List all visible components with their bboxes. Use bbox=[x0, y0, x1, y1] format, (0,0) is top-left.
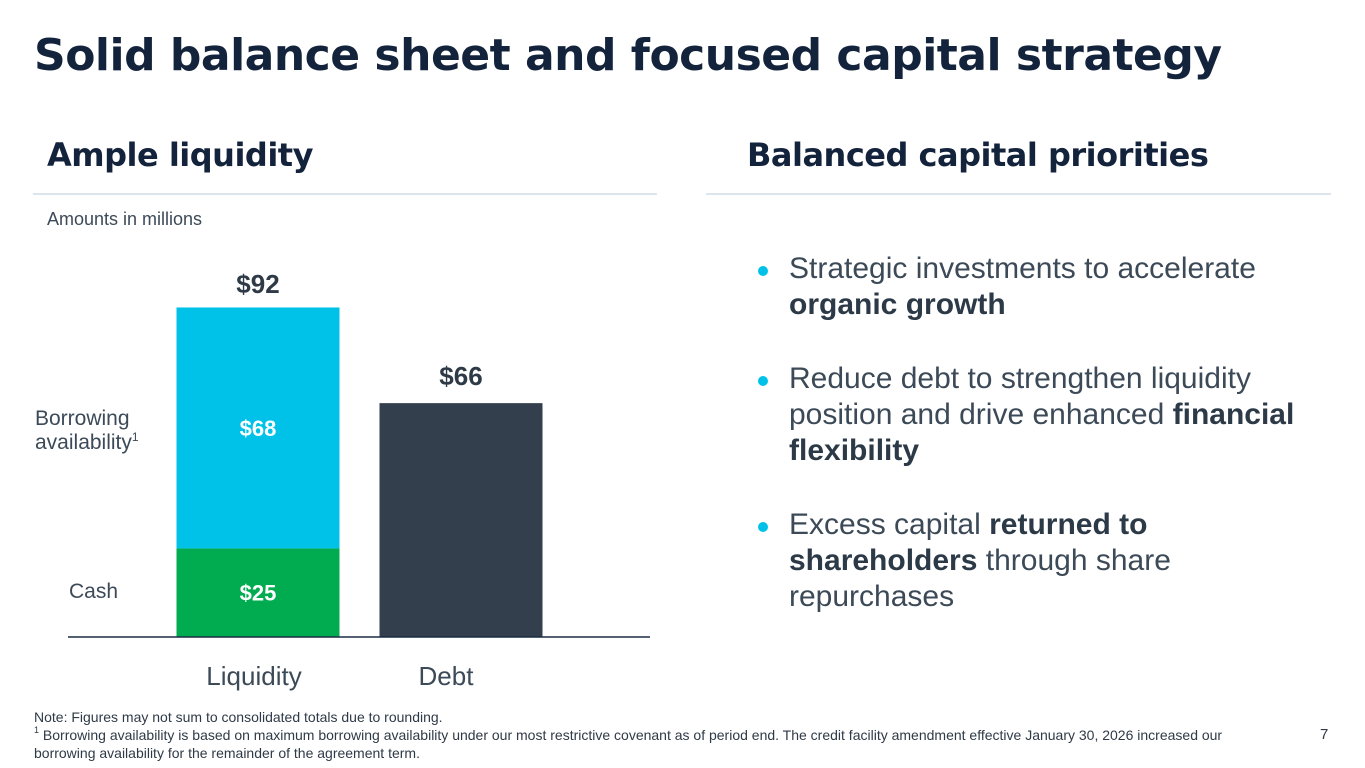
bullet-text: Excess capital bbox=[789, 508, 990, 541]
bullet-text: Strategic investments to accelerate bbox=[789, 252, 1256, 285]
footnote-text: Borrowing availability is based on maxim… bbox=[34, 727, 1223, 761]
bar-cash-liquidity bbox=[176, 548, 340, 637]
total-label-debt: $66 bbox=[439, 361, 482, 391]
bullet-dot-icon bbox=[758, 522, 768, 532]
category-label-debt: Debt bbox=[419, 661, 475, 691]
data-label-cash: $25 bbox=[240, 581, 277, 606]
category-label-liquidity: Liquidity bbox=[206, 661, 301, 691]
bar-debt-debt bbox=[379, 403, 543, 637]
bar-borrowing-liquidity bbox=[176, 307, 340, 549]
units-note: Amounts in millions bbox=[47, 209, 203, 229]
capital-priorities-heading: Balanced capital priorities bbox=[747, 136, 1209, 174]
label-group: $25 $68 $92 Liquidity $66 Debt bbox=[206, 269, 482, 691]
borrowing-footnote: 1 Borrowing availability is based on max… bbox=[34, 726, 1284, 762]
liquidity-heading: Ample liquidity bbox=[47, 136, 313, 174]
borrowing-label-line2: availability bbox=[35, 431, 132, 454]
bullet-dot-icon bbox=[758, 266, 768, 276]
list-item: Excess capital returned to shareholders … bbox=[756, 507, 1336, 615]
footnote-marker: 1 bbox=[131, 430, 139, 444]
bullet-emphasis: returned to shareholders bbox=[789, 508, 1148, 577]
footnote-number: 1 bbox=[34, 725, 40, 735]
bar-group bbox=[68, 307, 650, 638]
borrowing-label-line1: Borrowing bbox=[35, 407, 130, 430]
bullet-text: Reduce debt to strengthen liquidity posi… bbox=[789, 362, 1251, 431]
page-number: 7 bbox=[1320, 726, 1329, 743]
rounding-note: Note: Figures may not sum to consolidate… bbox=[34, 709, 443, 725]
liquidity-debt-chart: $25 $68 $92 Liquidity $66 Debt bbox=[68, 269, 650, 691]
footnotes: Note: Figures may not sum to consolidate… bbox=[34, 708, 1284, 762]
bullet-dot-icon bbox=[758, 376, 768, 386]
right-divider bbox=[706, 193, 1331, 195]
bullet-emphasis: financial flexibility bbox=[789, 398, 1295, 467]
left-divider bbox=[33, 193, 657, 195]
page-title: Solid balance sheet and focused capital … bbox=[34, 30, 1222, 81]
cash-label: Cash bbox=[69, 580, 119, 603]
total-label-liquidity: $92 bbox=[236, 269, 279, 299]
bullet-emphasis: organic growth bbox=[789, 288, 1006, 321]
list-item: Strategic investments to accelerate orga… bbox=[756, 251, 1336, 323]
list-item: Reduce debt to strengthen liquidity posi… bbox=[756, 361, 1336, 469]
capital-priorities-list: Strategic investments to accelerate orga… bbox=[756, 251, 1336, 653]
borrowing-availability-label: Borrowing availability1 bbox=[35, 407, 139, 455]
bullet-text-tail: through share repurchases bbox=[789, 544, 1171, 613]
data-label-borrowing: $68 bbox=[240, 416, 277, 441]
